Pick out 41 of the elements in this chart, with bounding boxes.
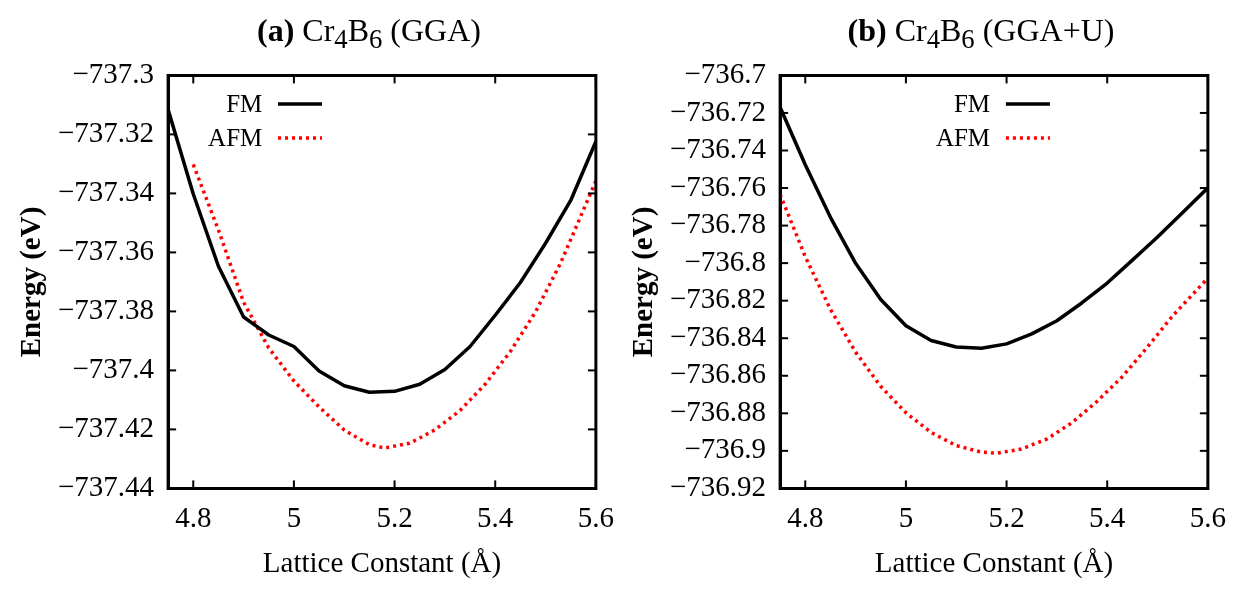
y-tick-label: −736.86 [670,357,767,390]
chart-title: (a) Cr$_{4}$B$_{6}$ (GGA) [256,11,482,55]
y-tick-label: −736.88 [670,394,767,427]
x-tick-label: 4.8 [175,501,212,534]
line-series [191,162,596,450]
y-tick-label: −736.7 [684,57,767,90]
y-tick-label: −736.72 [670,94,767,127]
legend-label: FM [953,89,991,120]
y-tick-label: −737.32 [58,116,155,149]
y-tick-label: −736.92 [670,470,767,503]
x-tick-label: 5.6 [1189,501,1226,534]
y-tick-label: −737.36 [58,234,155,267]
x-axis-title: Lattice Constant (Å) [874,546,1114,580]
x-tick-label: 5.4 [1089,501,1126,534]
x-tick-label: 5.4 [477,501,514,534]
y-tick-label: −736.9 [684,432,767,465]
y-tick-label: −737.34 [58,175,155,208]
legend-label: FM [226,89,263,120]
y-tick-label: −736.78 [670,207,767,240]
x-tick-label: 5 [286,501,302,534]
x-tick-label: 5 [898,501,914,534]
x-tick-label: 5.6 [577,501,614,534]
y-tick-label: −736.76 [670,169,767,202]
x-tick-label: 5.2 [376,501,413,534]
legend-label: AFM [935,123,991,154]
x-tick-label: 4.8 [787,501,824,534]
y-tick-label: −737.4 [72,352,155,385]
y-tick-label: −736.84 [670,319,767,352]
y-tick-label: −737.42 [58,411,155,444]
chart-title: (b) Cr$_{4}$B$_{6}$ (GGA+U) [846,11,1116,55]
x-tick-label: 5.2 [988,501,1025,534]
y-tick-label: −737.3 [72,57,155,90]
x-axis-title: Lattice Constant (Å) [262,546,502,580]
y-tick-label: −736.8 [684,244,767,277]
y-tick-label: −737.38 [58,293,155,326]
y-tick-label: −736.74 [670,132,767,165]
y-axis-title: Energy (eV) [13,206,47,358]
y-tick-label: −736.82 [670,282,767,315]
y-tick-label: −737.44 [58,470,155,503]
y-axis-title: Energy (eV) [625,206,659,358]
legend-label: AFM [208,123,263,154]
